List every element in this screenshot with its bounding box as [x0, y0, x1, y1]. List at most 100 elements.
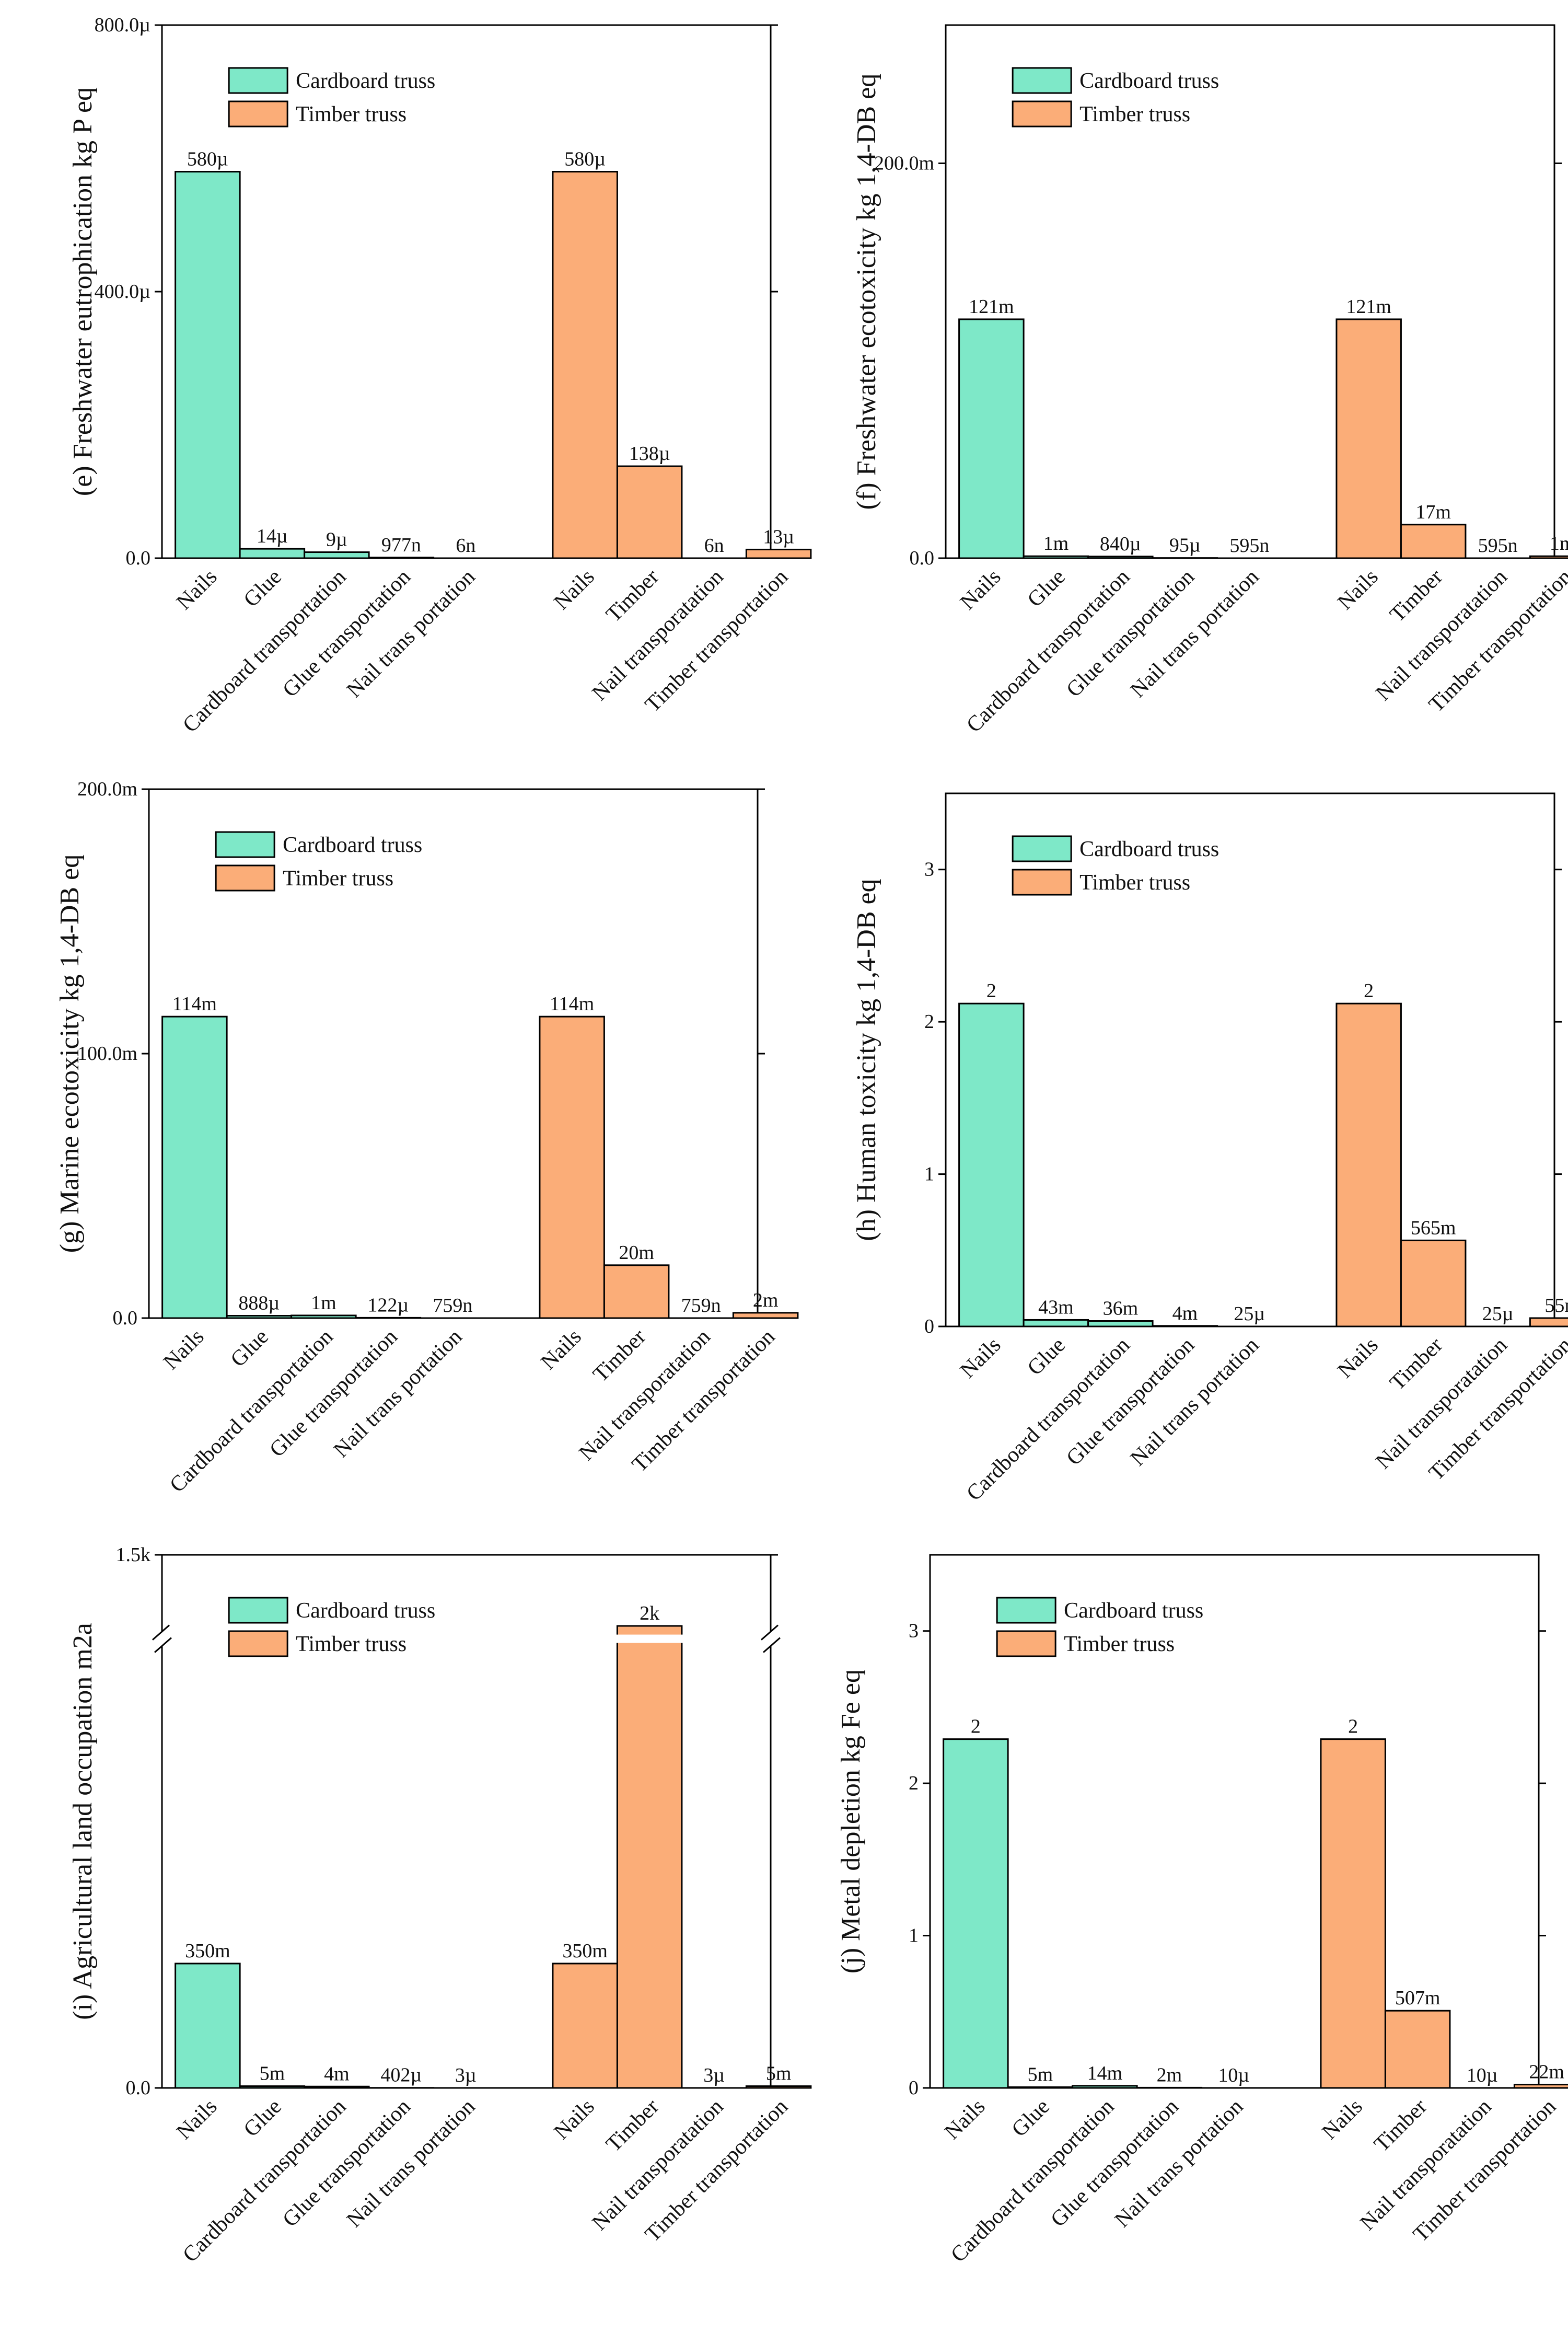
- y-tick-label: 0.0: [126, 2077, 151, 2099]
- legend-swatch-timber: [228, 100, 288, 128]
- bar-value-label: 114m: [550, 993, 594, 1015]
- bar-timber-3: [745, 548, 812, 559]
- bar-value-label: 95µ: [1169, 535, 1201, 557]
- bar-timber-3: [1529, 555, 1568, 559]
- bar-timber-1: [603, 1264, 670, 1319]
- bar-timber-0: [552, 1962, 618, 2089]
- y-tick-label: 0: [924, 1315, 934, 1337]
- legend-swatch-cardboard: [996, 1597, 1056, 1624]
- y-axis-title: (f) Freshwater ecotoxicity kg 1,4-DB eq: [852, 74, 881, 510]
- bar-value-label: 2m: [753, 1289, 779, 1311]
- bar-timber-0: [539, 1015, 605, 1319]
- bar-value-label: 14µ: [257, 525, 288, 547]
- bar-value-label: 3µ: [455, 2064, 477, 2086]
- bar-value-label: 350m: [562, 1940, 608, 1962]
- bar-value-label: 1m: [311, 1292, 336, 1314]
- y-tick-label: 800.0µ: [95, 14, 150, 36]
- bar-timber-1: [616, 465, 683, 559]
- y-tick-label: 0: [909, 2077, 919, 2099]
- bar-value-label: 9µ: [326, 529, 347, 551]
- bar-cardboard-1: [1007, 2086, 1074, 2089]
- y-axis-title: (h) Human toxicity kg 1,4-DB eq: [852, 879, 881, 1241]
- y-tick-label: 100.0m: [77, 1043, 137, 1065]
- legend-label-timber: Timber truss: [1079, 871, 1190, 895]
- y-tick-label: 400.0µ: [95, 281, 150, 303]
- bar-value-label: 4m: [1172, 1302, 1198, 1324]
- bar-cardboard-0: [175, 171, 241, 559]
- y-tick-label: 3: [924, 859, 934, 881]
- y-axis-title: (j) Metal depletion kg Fe eq: [836, 1669, 866, 1973]
- legend-label-cardboard: Cardboard truss: [283, 833, 422, 857]
- bar-value-label: 2m: [1157, 2064, 1182, 2086]
- bar-cardboard-1: [1023, 1319, 1089, 1327]
- bar-value-label: 580µ: [564, 148, 606, 170]
- bar-value-label: 759n: [433, 1295, 472, 1317]
- y-tick-label: 1: [909, 1925, 919, 1947]
- legend-swatch-timber: [1012, 869, 1072, 896]
- bar-value-label: 25µ: [1482, 1303, 1514, 1325]
- legend-swatch-timber: [996, 1630, 1056, 1657]
- y-tick-label: 1: [924, 1163, 934, 1185]
- bar-value-label: 507m: [1395, 1987, 1441, 2009]
- y-tick-label: 200.0m: [874, 152, 934, 174]
- legend-swatch-cardboard: [228, 1597, 288, 1624]
- bar-cardboard-2: [304, 551, 370, 559]
- bar-value-label: 5m: [260, 2063, 285, 2085]
- legend-label-cardboard: Cardboard truss: [1064, 1599, 1203, 1623]
- axis-break-gap: [764, 1631, 777, 1646]
- bar-break-gap: [615, 1634, 684, 1643]
- bar-value-label: 6n: [704, 535, 724, 557]
- y-tick-label: 0.0: [113, 1307, 138, 1329]
- bar-value-label: 121m: [969, 296, 1014, 318]
- bar-value-label: 595n: [1478, 535, 1518, 557]
- bar-timber-3: [1513, 2084, 1568, 2089]
- bar-value-label: 36m: [1103, 1298, 1139, 1320]
- legend-label-timber: Timber truss: [296, 102, 406, 126]
- axis-break-slash: [763, 1637, 781, 1653]
- bar-value-label: 402µ: [380, 2064, 422, 2086]
- y-tick-label: 2: [909, 1772, 919, 1794]
- bar-value-label: 2: [1364, 980, 1374, 1002]
- bar-timber-3: [745, 2085, 812, 2089]
- bar-value-label: 5m: [1028, 2064, 1053, 2086]
- bar-cardboard-1: [1023, 555, 1089, 559]
- bar-timber-0: [1335, 1002, 1402, 1327]
- bar-cardboard-1: [239, 2085, 306, 2089]
- bar-timber-1: [1400, 1239, 1467, 1327]
- bar-value-label: 2: [971, 1716, 981, 1738]
- bar-value-label: 580µ: [187, 148, 228, 170]
- bar-value-label: 2: [1348, 1716, 1358, 1738]
- bar-value-label: 122µ: [367, 1294, 409, 1316]
- bar-cardboard-1: [239, 548, 306, 559]
- bar-value-label: 1m: [1043, 533, 1069, 555]
- bar-value-label: 840µ: [1100, 533, 1141, 555]
- legend-swatch-timber: [215, 864, 275, 892]
- bar-value-label: 10µ: [1218, 2064, 1249, 2086]
- y-axis-title: (e) Freshwater eutrophication kg P eq: [68, 87, 98, 496]
- legend-swatch-cardboard: [1012, 835, 1072, 862]
- y-tick-label: 200.0m: [77, 778, 137, 800]
- bar-value-label: 595n: [1229, 535, 1269, 557]
- legend-label-timber: Timber truss: [283, 867, 393, 891]
- bar-cardboard-2: [291, 1314, 357, 1319]
- axis-break-slash: [761, 1624, 779, 1641]
- legend-label-cardboard: Cardboard truss: [1079, 69, 1219, 93]
- bar-value-label: 888µ: [238, 1292, 280, 1314]
- legend-swatch-timber: [228, 1630, 288, 1657]
- bar-cardboard-3: [1136, 2086, 1203, 2089]
- bar-cardboard-0: [175, 1962, 241, 2089]
- y-tick-label: 3: [909, 1620, 919, 1642]
- legend-swatch-cardboard: [1012, 67, 1072, 94]
- legend-swatch-timber: [1012, 100, 1072, 128]
- bar-value-label: 977n: [381, 534, 421, 556]
- bar-cardboard-0: [958, 1002, 1025, 1327]
- bar-value-label: 138µ: [629, 443, 670, 465]
- bar-value-label: 114m: [172, 993, 217, 1015]
- legend-label-timber: Timber truss: [296, 1632, 406, 1656]
- bar-value-label: 17m: [1415, 501, 1451, 523]
- bar-timber-0: [552, 171, 618, 559]
- bar-value-label: 121m: [1346, 296, 1391, 318]
- bar-value-label: 10µ: [1467, 2064, 1498, 2086]
- legend-label-cardboard: Cardboard truss: [296, 69, 435, 93]
